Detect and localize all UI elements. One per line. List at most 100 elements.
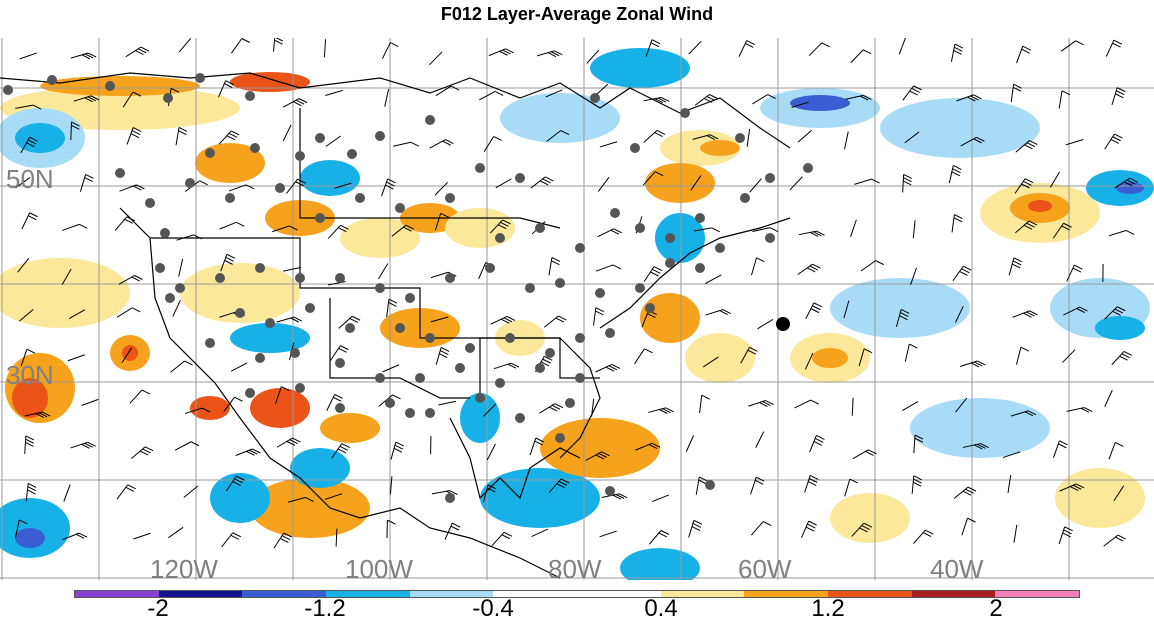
wind-barb bbox=[1065, 139, 1084, 146]
wind-barb bbox=[952, 265, 972, 282]
wind-barb bbox=[752, 94, 776, 105]
lat-label-30n: 30N bbox=[6, 360, 54, 390]
wind-barb bbox=[276, 437, 301, 448]
wind-barb bbox=[329, 345, 349, 361]
wind-barb bbox=[705, 309, 731, 316]
wind-barb bbox=[382, 364, 400, 373]
contour-fills bbox=[0, 48, 1154, 580]
station-marker bbox=[290, 348, 300, 358]
wind-barb bbox=[531, 528, 549, 537]
wind-barb bbox=[1066, 264, 1083, 282]
station-marker bbox=[335, 273, 345, 283]
wind-barb bbox=[634, 348, 653, 365]
wind-barb bbox=[70, 121, 80, 141]
lon-label-80w: 80W bbox=[548, 554, 602, 580]
station-marker bbox=[215, 273, 225, 283]
wind-barb bbox=[585, 451, 610, 461]
wind-barb bbox=[386, 519, 396, 539]
colorbar-label: 1.2 bbox=[811, 595, 845, 622]
wind-barb bbox=[119, 184, 145, 192]
wind-barb bbox=[126, 127, 142, 145]
colorbar-segment bbox=[828, 591, 912, 597]
wind-barb bbox=[223, 396, 243, 412]
wind-barb bbox=[955, 397, 968, 413]
wind-barb bbox=[276, 316, 303, 323]
wind-barb bbox=[334, 182, 352, 189]
station-marker bbox=[275, 183, 285, 193]
station-marker bbox=[575, 373, 585, 383]
wind-barb bbox=[79, 173, 94, 192]
wind-barb bbox=[789, 176, 803, 191]
station-marker bbox=[305, 303, 315, 313]
wind-barb bbox=[479, 90, 504, 101]
wind-barb bbox=[389, 476, 393, 495]
highlight-station-marker bbox=[776, 317, 790, 331]
wind-barb bbox=[912, 220, 916, 239]
station-marker bbox=[225, 193, 235, 203]
station-marker bbox=[695, 263, 705, 273]
wind-barb bbox=[19, 309, 34, 322]
station-marker bbox=[680, 108, 690, 118]
colorbar bbox=[74, 590, 1080, 598]
station-marker bbox=[245, 388, 255, 398]
wind-barb bbox=[797, 263, 821, 275]
wind-barb bbox=[950, 43, 964, 62]
station-marker bbox=[115, 168, 125, 178]
station-marker bbox=[545, 348, 555, 358]
wind-barb bbox=[1104, 390, 1113, 407]
wind-barb bbox=[755, 431, 765, 448]
wind-barb bbox=[434, 212, 449, 231]
wind-barb bbox=[122, 91, 142, 108]
wind-barb bbox=[20, 136, 38, 154]
station-marker bbox=[425, 115, 435, 125]
station-marker bbox=[665, 258, 675, 268]
wind-barb bbox=[67, 354, 86, 362]
station-marker bbox=[555, 433, 565, 443]
wind-barb bbox=[287, 496, 314, 503]
wind-barb bbox=[748, 400, 774, 407]
wind-barb bbox=[546, 130, 570, 142]
station-marker bbox=[105, 81, 115, 91]
wind-barb bbox=[898, 38, 906, 55]
wind-barb bbox=[21, 212, 38, 230]
wind-barb bbox=[643, 266, 663, 282]
wind-barb bbox=[218, 130, 240, 145]
wind-barb bbox=[1010, 410, 1037, 417]
wind-barb bbox=[1058, 526, 1073, 545]
wind-barb bbox=[495, 178, 512, 189]
wind-barb bbox=[219, 221, 245, 230]
colorbar-segment bbox=[660, 591, 745, 597]
station-marker bbox=[515, 413, 525, 423]
wind-barb bbox=[595, 364, 621, 373]
wind-barb bbox=[1059, 483, 1085, 492]
wind-barb bbox=[1108, 229, 1135, 237]
wind-barb bbox=[1012, 310, 1038, 318]
wind-barb bbox=[386, 298, 398, 318]
station-marker bbox=[195, 73, 205, 83]
station-marker bbox=[375, 131, 385, 141]
station-marker bbox=[575, 333, 585, 343]
wind-barb bbox=[1049, 171, 1061, 188]
wind-barb bbox=[1066, 407, 1093, 413]
wind-barb bbox=[738, 40, 755, 57]
wind-barb bbox=[757, 319, 774, 330]
wind-barb bbox=[597, 176, 610, 192]
wind-barb bbox=[1015, 220, 1038, 234]
wind-barb bbox=[951, 214, 963, 233]
station-marker bbox=[165, 293, 175, 303]
wind-barb bbox=[390, 441, 405, 460]
wind-barb bbox=[702, 356, 719, 368]
station-marker bbox=[395, 203, 405, 213]
station-marker bbox=[335, 358, 345, 368]
wind-barb bbox=[15, 104, 42, 110]
wind-barb bbox=[1104, 306, 1126, 320]
wind-barb bbox=[218, 80, 234, 98]
station-marker bbox=[385, 398, 395, 408]
colorbar-segment bbox=[911, 591, 996, 597]
wind-barb bbox=[19, 52, 37, 60]
wind-barb bbox=[749, 178, 762, 193]
wind-barb bbox=[393, 141, 419, 147]
wind-barb bbox=[854, 178, 880, 185]
station-marker bbox=[415, 373, 425, 383]
station-marker bbox=[205, 338, 215, 348]
